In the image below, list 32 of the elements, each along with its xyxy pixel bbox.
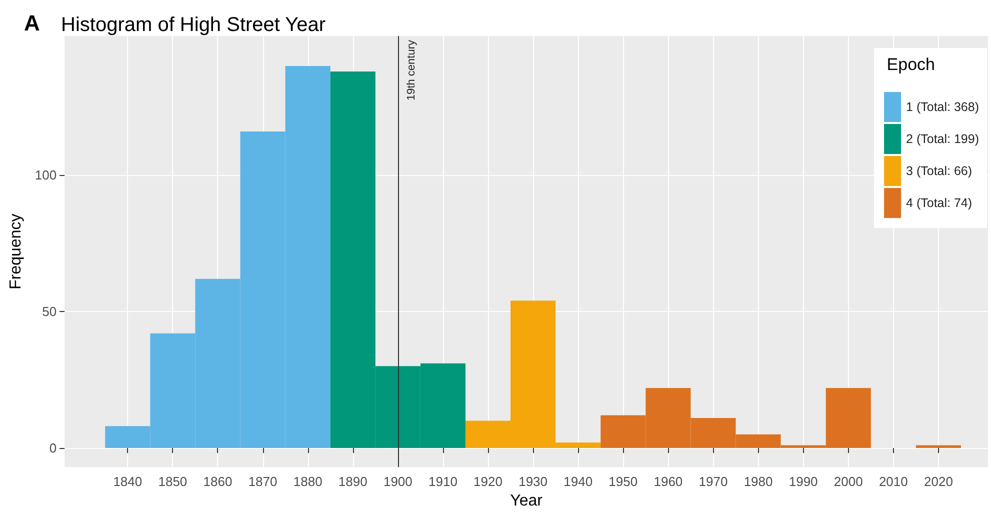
x-tick-label: 1920 — [474, 474, 502, 490]
x-tick-label: 1840 — [113, 474, 142, 490]
x-tick-label: 1960 — [654, 474, 683, 490]
x-tick-label: 1990 — [788, 474, 818, 490]
legend-title: Epoch — [886, 55, 935, 74]
legend-label: 1 (Total: 368) — [906, 100, 980, 114]
x-tick-label: 1900 — [383, 474, 412, 490]
x-tick-label: 1860 — [203, 474, 232, 490]
legend-label: 4 (Total: 74) — [906, 196, 972, 210]
x-tick-label: 2020 — [924, 474, 953, 490]
x-axis-title: Year — [510, 492, 544, 510]
y-tick-label: 50 — [42, 304, 57, 320]
x-tick-label: 1950 — [608, 474, 638, 490]
ref-line-label: 19th century — [405, 40, 418, 101]
chart-title: Histogram of High Street Year — [61, 14, 326, 36]
x-tick-label: 1980 — [744, 474, 773, 490]
text: A — [24, 10, 40, 36]
x-tick-label: 1940 — [564, 474, 593, 490]
x-tick-label: 1910 — [428, 474, 458, 490]
legend-label: 3 (Total: 66) — [906, 164, 972, 178]
legend-label: 2 (Total: 199) — [906, 132, 980, 146]
x-tick-label: 1930 — [518, 474, 548, 490]
y-tick-label: 100 — [34, 168, 57, 183]
x-tick-label: 1970 — [698, 474, 728, 490]
y-tick-label: 0 — [49, 440, 57, 456]
x-tick-label: 1850 — [158, 474, 188, 490]
x-tick-label: 1880 — [293, 474, 322, 490]
x-tick-label: 2000 — [834, 474, 863, 490]
x-tick-label: 1890 — [338, 474, 368, 490]
x-tick-label: 1870 — [248, 474, 278, 490]
y-axis-title: Frequency — [8, 214, 24, 290]
x-tick-label: 2010 — [878, 474, 908, 490]
